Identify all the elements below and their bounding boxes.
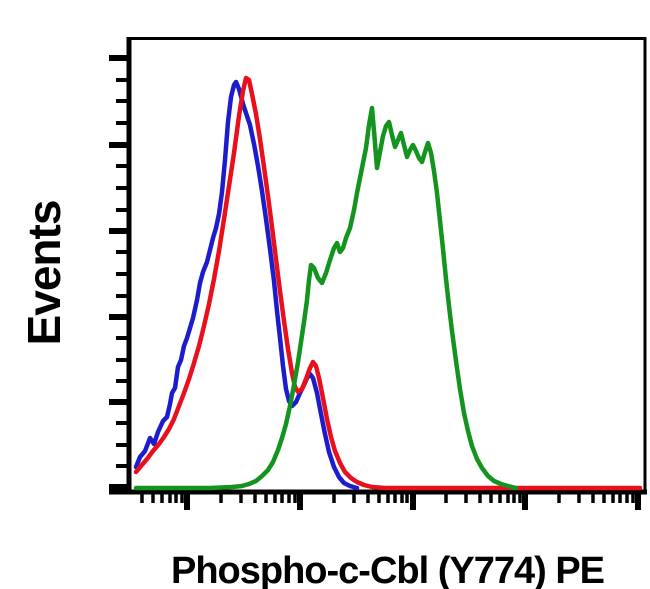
x-axis-label: Phospho-c-Cbl (Y774) PE — [170, 550, 605, 589]
red-histogram-curve — [133, 75, 643, 491]
histogram-curves — [133, 75, 643, 491]
plot-border — [109, 37, 647, 495]
y-axis-ticks — [109, 55, 127, 490]
green-histogram-curve — [133, 105, 519, 491]
x-axis-ticks — [140, 494, 641, 510]
y-axis-label: Events — [18, 200, 70, 346]
